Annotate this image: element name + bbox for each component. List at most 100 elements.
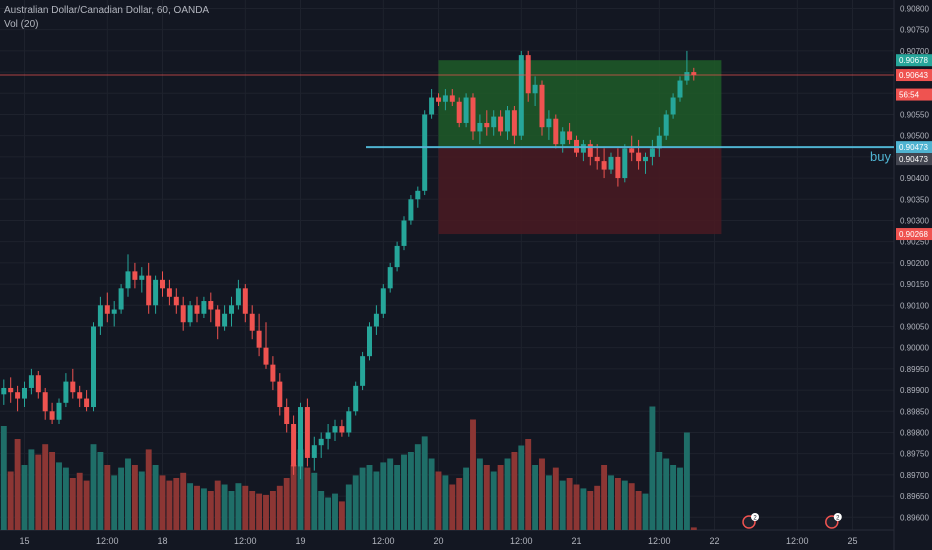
candle-body bbox=[677, 80, 683, 98]
volume-bar bbox=[628, 483, 635, 530]
candle-body bbox=[546, 118, 552, 128]
candle-body bbox=[222, 313, 228, 327]
candle-body bbox=[104, 305, 110, 314]
candle-body bbox=[8, 387, 14, 393]
volume-bar bbox=[601, 465, 608, 530]
volume-bar bbox=[421, 436, 428, 530]
volume-bar bbox=[256, 493, 263, 530]
candle-body bbox=[215, 309, 221, 327]
y-tick-label: 0.90300 bbox=[900, 216, 929, 225]
volume-bar bbox=[152, 465, 159, 530]
volume-bar bbox=[483, 465, 490, 530]
price-tag-text: 0.90268 bbox=[899, 230, 928, 239]
candle-body bbox=[166, 288, 172, 297]
candle-body bbox=[77, 392, 83, 399]
candle-body bbox=[235, 288, 241, 306]
candle-body bbox=[553, 118, 559, 145]
volume-bar bbox=[283, 478, 290, 530]
candle-body bbox=[229, 305, 234, 314]
candle-body bbox=[132, 271, 138, 280]
candle-body bbox=[394, 245, 400, 268]
candle-body bbox=[70, 381, 76, 393]
candle-body bbox=[415, 190, 421, 200]
volume-bar bbox=[297, 449, 304, 530]
volume-bar bbox=[228, 491, 235, 530]
volume-bar bbox=[428, 458, 435, 530]
y-tick-label: 0.90550 bbox=[900, 110, 929, 119]
candle-body bbox=[373, 313, 379, 327]
candle-body bbox=[511, 110, 517, 136]
candle-body bbox=[42, 392, 48, 412]
volume-bar bbox=[414, 444, 421, 530]
volume-bar bbox=[69, 478, 76, 530]
price-tag-text: 0.90473 bbox=[899, 155, 928, 164]
symbol-title: Australian Dollar/Canadian Dollar, 60, O… bbox=[4, 5, 210, 16]
candle-body bbox=[111, 309, 117, 314]
candle-body bbox=[35, 375, 41, 393]
volume-bar bbox=[380, 462, 387, 530]
candle-body bbox=[580, 144, 586, 153]
x-tick-label: 22 bbox=[709, 536, 719, 546]
y-tick-label: 0.90150 bbox=[900, 280, 929, 289]
candle-body bbox=[63, 381, 69, 403]
volume-bar bbox=[504, 458, 511, 530]
price-tag bbox=[896, 228, 932, 241]
volume-bar bbox=[290, 465, 297, 530]
volume-bar bbox=[263, 494, 269, 530]
candle-body bbox=[594, 156, 600, 162]
candle-body bbox=[84, 398, 90, 408]
candle-body bbox=[449, 95, 455, 102]
candle-body bbox=[1, 387, 7, 395]
volume-bar bbox=[187, 483, 194, 530]
candle-body bbox=[56, 402, 62, 420]
candle-body bbox=[194, 305, 200, 314]
volume-bar bbox=[338, 501, 345, 530]
y-tick-label: 0.89700 bbox=[900, 471, 929, 480]
volume-bar bbox=[511, 452, 518, 530]
volume-bar bbox=[200, 488, 207, 530]
volume-bar bbox=[104, 465, 111, 530]
candle-body bbox=[491, 116, 497, 128]
candle-body bbox=[125, 271, 131, 289]
candle-body bbox=[146, 275, 152, 306]
volume-bar bbox=[7, 471, 14, 530]
candle-body bbox=[28, 375, 34, 388]
candle-body bbox=[670, 97, 676, 115]
candle-body bbox=[477, 122, 483, 132]
volume-bar bbox=[325, 497, 332, 530]
x-tick-label: 12:00 bbox=[648, 536, 671, 546]
volume-bar bbox=[670, 465, 677, 530]
volume-bar bbox=[359, 467, 366, 530]
y-tick-label: 0.90400 bbox=[900, 174, 929, 183]
volume-bar bbox=[559, 480, 566, 530]
event-badge bbox=[833, 513, 842, 521]
volume-bar bbox=[435, 471, 442, 530]
x-tick-label: 18 bbox=[157, 536, 167, 546]
candle-body bbox=[277, 381, 283, 408]
candle-body bbox=[360, 356, 366, 386]
candle-body bbox=[456, 101, 462, 123]
volume-bar bbox=[387, 458, 394, 530]
candle-body bbox=[656, 135, 662, 149]
candle-body bbox=[643, 156, 648, 162]
volume-bar bbox=[683, 432, 690, 530]
candle-body bbox=[408, 199, 414, 221]
price-tag-text: 0.90643 bbox=[899, 71, 928, 80]
volume-bar bbox=[269, 491, 276, 530]
volume-bar bbox=[180, 472, 187, 530]
volume-bar bbox=[463, 467, 470, 530]
volume-bar bbox=[90, 444, 97, 530]
candle-body bbox=[242, 288, 248, 314]
candle-body bbox=[615, 156, 621, 179]
volume-bar bbox=[166, 480, 173, 530]
candle-body bbox=[91, 326, 96, 408]
event-badge bbox=[751, 513, 759, 521]
candle-body bbox=[346, 411, 352, 433]
volume-bar bbox=[594, 485, 601, 530]
candle-body bbox=[270, 364, 276, 382]
volume-bar bbox=[366, 465, 373, 530]
candle-body bbox=[380, 288, 386, 314]
volume-bar bbox=[456, 478, 463, 530]
candle-body bbox=[539, 84, 545, 128]
